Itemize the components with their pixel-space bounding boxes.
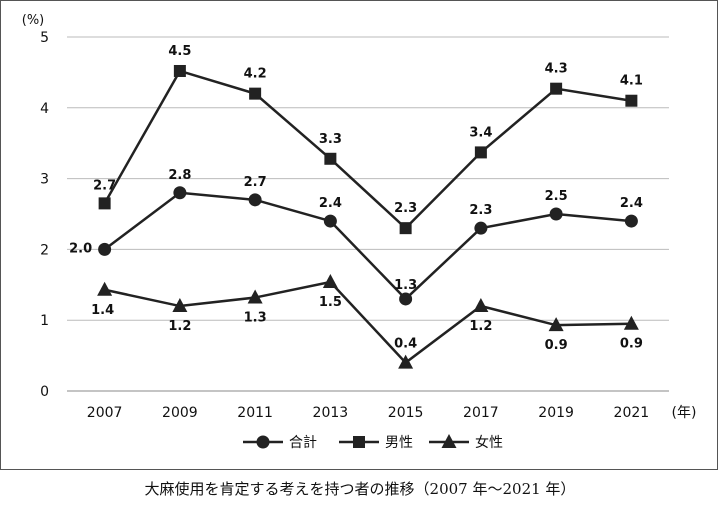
- y-tick-label: 5: [40, 30, 49, 46]
- x-tick-label: 2017: [463, 405, 499, 421]
- data-label: 1.2: [168, 319, 191, 334]
- y-tick-label: 4: [40, 101, 49, 117]
- legend-label: 女性: [475, 434, 503, 451]
- data-point: [474, 146, 487, 159]
- x-tick-label: 2021: [614, 405, 650, 421]
- data-point: [624, 214, 638, 228]
- data-label: 2.5: [545, 189, 568, 204]
- data-point: [97, 281, 113, 296]
- data-label: 0.9: [620, 337, 643, 352]
- data-point: [625, 94, 638, 107]
- x-tick-label: 2009: [162, 405, 198, 421]
- series-line: [103, 191, 632, 301]
- data-point: [549, 207, 563, 221]
- axis: 0 1 2 3 4 5 (%) 2007 2009 2011 2013 2015 2017 2019 202…: [22, 13, 697, 421]
- chart-caption: 大麻使用を肯定する考えを持つ者の推移（2007 年〜2021 年）: [144, 480, 576, 498]
- legend-label: 男性: [385, 435, 413, 451]
- data-label: 2.7: [93, 178, 116, 193]
- grid-lines: [67, 36, 669, 321]
- data-label: 4.1: [620, 74, 643, 89]
- data-point: [323, 214, 337, 228]
- data-label: 2.4: [620, 196, 643, 211]
- legend-label: 合計: [289, 435, 317, 451]
- data-point: [548, 317, 564, 332]
- legend: 合計 男性 女性: [243, 434, 503, 451]
- data-point: [173, 186, 187, 200]
- legend-marker: [441, 434, 457, 448]
- data-label: 0.9: [545, 338, 568, 353]
- line-chart: 0 1 2 3 4 5 (%) 2007 2009 2011 2013 2015 2017 2019 202…: [22, 13, 697, 451]
- data-label: 4.2: [244, 67, 267, 82]
- data-label: 1.4: [91, 303, 114, 318]
- data-label: 1.3: [394, 278, 417, 293]
- data-point: [398, 354, 414, 369]
- data-point: [98, 197, 111, 210]
- data-point: [172, 298, 188, 313]
- data-label: 0.4: [394, 337, 417, 352]
- data-point: [173, 64, 186, 77]
- data-point: [249, 87, 262, 100]
- series: [97, 64, 639, 369]
- data-label: 3.3: [319, 132, 342, 147]
- x-tick-label: 2007: [87, 405, 123, 421]
- data-label: 1.5: [319, 295, 342, 310]
- x-axis-unit: (年): [672, 405, 697, 421]
- data-label: 1.2: [469, 319, 492, 334]
- data-label: 2.0: [69, 241, 92, 256]
- data-label: 3.4: [469, 125, 492, 140]
- x-tick-label: 2013: [313, 405, 349, 421]
- chart-frame: 0 1 2 3 4 5 (%) 2007 2009 2011 2013 2015 2017 2019 202…: [0, 0, 718, 470]
- data-point: [322, 273, 338, 288]
- data-label: 4.3: [545, 62, 568, 77]
- data-label: 1.3: [244, 311, 267, 326]
- y-tick-label: 2: [40, 242, 49, 258]
- data-point: [550, 82, 563, 95]
- data-label: 2.3: [394, 201, 417, 216]
- data-label: 2.7: [244, 175, 267, 190]
- data-label: 2.8: [168, 168, 191, 183]
- data-point: [399, 222, 412, 235]
- y-tick-label: 1: [40, 313, 49, 329]
- series-line: [103, 69, 632, 230]
- legend-marker: [353, 436, 365, 448]
- x-tick-label: 2015: [388, 405, 424, 421]
- data-point: [98, 242, 112, 256]
- data-point: [623, 315, 639, 330]
- y-tick-label: 3: [40, 172, 49, 188]
- data-point: [324, 152, 337, 165]
- series-line: [104, 280, 632, 365]
- data-point: [399, 292, 413, 306]
- data-point: [248, 193, 262, 207]
- legend-marker: [256, 435, 270, 449]
- y-tick-label: 0: [40, 384, 49, 400]
- data-label: 2.4: [319, 196, 342, 211]
- data-labels: 2.0 2.8 2.7 2.4 1.3 2.3 2.5 2.4 2.7 4.5 4.2 3.3 2.3 3…: [69, 44, 643, 353]
- data-label: 2.3: [469, 203, 492, 218]
- x-tick-label: 2011: [237, 405, 273, 421]
- data-point: [247, 289, 263, 304]
- data-label: 4.5: [168, 44, 191, 59]
- data-point: [474, 221, 488, 235]
- data-point: [473, 298, 489, 313]
- y-axis-unit: (%): [22, 13, 45, 28]
- x-tick-label: 2019: [538, 405, 574, 421]
